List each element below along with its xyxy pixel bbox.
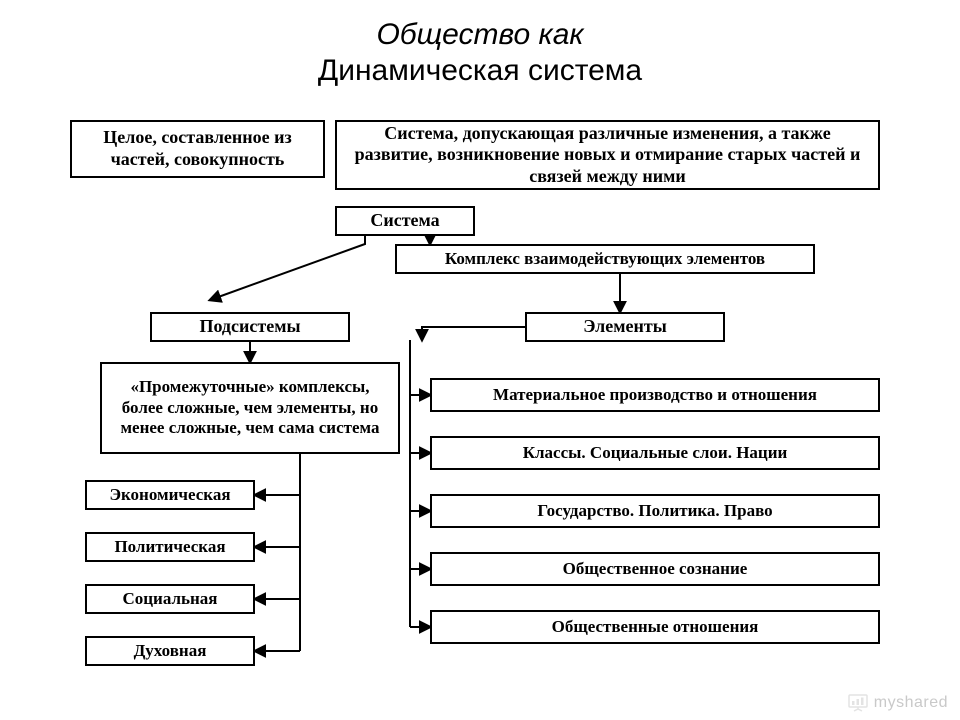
- box-komplex: Комплекс взаимодействующих элементов: [395, 244, 815, 274]
- box-definition-right: Система, допускающая различные изменения…: [335, 120, 880, 190]
- box-el4: Общественное сознание: [430, 552, 880, 586]
- box-econ: Экономическая: [85, 480, 255, 510]
- box-el5: Общественные отношения: [430, 610, 880, 644]
- box-sistema: Система: [335, 206, 475, 236]
- watermark: myshared: [848, 694, 948, 712]
- box-el1: Материальное производство и отношения: [430, 378, 880, 412]
- box-definition-left: Целое, составленное из частей, совокупно…: [70, 120, 325, 178]
- box-el2: Классы. Социальные слои. Нации: [430, 436, 880, 470]
- title-line-1: Общество как: [0, 18, 960, 52]
- watermark-text: myshared: [874, 694, 948, 712]
- box-podsistemy: Подсистемы: [150, 312, 350, 342]
- diagram-stage: Общество как Динамическая система Целое,…: [0, 0, 960, 720]
- box-elements: Элементы: [525, 312, 725, 342]
- box-polit: Политическая: [85, 532, 255, 562]
- box-duh: Духовная: [85, 636, 255, 666]
- title-line-2: Динамическая система: [0, 54, 960, 88]
- box-promezhutochnye: «Промежуточные» комплексы, более сложные…: [100, 362, 400, 454]
- presentation-icon: [848, 694, 868, 712]
- box-el3: Государство. Политика. Право: [430, 494, 880, 528]
- box-social: Социальная: [85, 584, 255, 614]
